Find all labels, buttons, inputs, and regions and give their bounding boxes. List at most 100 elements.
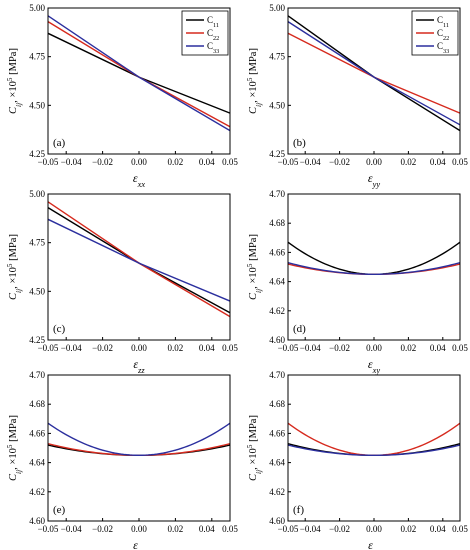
x-tick-label: −0.05 [38,157,59,167]
y-tick-label: 5.00 [29,3,45,13]
y-tick-label: 4.66 [269,247,285,257]
x-tick-label: 0.02 [401,524,417,534]
panel-f: 4.60 4.62 4.64 4.66 4.68 4.70 −0.05 −0.04 −0.02 0… [245,370,469,550]
y-tick-label: 4.70 [269,370,285,380]
x-tick-label: −0.02 [92,343,113,353]
panel-label: (b) [293,137,306,149]
y-tick-label: 4.50 [29,100,45,110]
y-tick-label: 4.62 [29,487,45,497]
y-tick-label: 4.66 [269,428,285,438]
y-tick-label: 4.68 [269,218,285,228]
series-line-c22 [47,442,231,457]
x-tick-label: −0.04 [61,524,82,534]
x-tick-label: −0.05 [278,157,299,167]
panel-label: (c) [53,323,66,335]
y-axis-label: Cij, ×105 [MPa] [245,415,263,481]
series-line-c33 [47,422,231,457]
x-tick-label: 0.05 [452,343,468,353]
x-tick-label: −0.04 [300,343,321,353]
x-axis-label: εyy [368,171,380,189]
legend-entry: C33 [437,41,449,55]
x-axis-label: εxx [133,171,145,189]
legend-entry: C11 [207,15,219,29]
y-tick-label: 4.60 [269,516,285,526]
y-tick-label: 4.50 [269,100,285,110]
y-tick-label: 4.64 [269,277,285,287]
y-tick-label: 4.75 [29,238,45,248]
x-tick-label: 0.02 [168,524,184,534]
x-tick-label: 0.04 [199,157,215,167]
x-tick-label: 0.05 [452,157,468,167]
panel-c: 4.25 4.50 4.75 5.00 −0.05 −0.04 −0.02 0.00 0.02 0… [5,189,239,375]
y-tick-label: 4.64 [269,458,285,468]
y-tick-label: 4.68 [269,399,285,409]
panel-e: 4.60 4.62 4.64 4.66 4.68 4.70 −0.05 −0.04 −0.02 0… [5,370,239,550]
y-axis-label: Cij, ×105 [MPa] [245,48,263,114]
series-line-c33 [287,261,461,276]
series-line-c33 [287,444,461,457]
x-tick-label: 0.02 [401,343,417,353]
x-tick-label: 0.02 [401,157,417,167]
x-tick-label: 0.00 [131,343,147,353]
y-tick-label: 4.62 [269,487,285,497]
y-tick-label: 4.70 [269,189,285,199]
x-tick-label: −0.02 [329,343,350,353]
y-tick-label: 5.00 [269,3,285,13]
y-tick-label: 4.50 [29,286,45,296]
y-axis-label: Cij, ×105 [MPa] [5,415,23,481]
plot-frame [287,193,461,341]
x-tick-label: −0.02 [92,524,113,534]
x-tick-label: −0.05 [278,343,299,353]
series-line-c33 [287,21,461,126]
x-tick-label: 0.02 [168,157,184,167]
x-tick-label: 0.05 [222,157,238,167]
y-tick-label: 4.64 [29,458,45,468]
x-tick-label: 0.04 [430,157,446,167]
series-line-c33 [47,218,231,302]
y-tick-label: 4.75 [29,52,45,62]
x-tick-label: 0.05 [222,524,238,534]
series-line-c22 [47,201,231,318]
x-tick-label: 0.04 [199,343,215,353]
legend-entry: C33 [207,41,219,55]
x-axis-label: εzz [133,357,145,375]
x-tick-label: 0.00 [366,157,382,167]
panel-d: 4.60 4.62 4.64 4.66 4.68 4.70 −0.05 −0.04 −0.02 0… [245,189,469,375]
x-tick-label: 0.00 [131,524,147,534]
x-tick-label: 0.05 [452,524,468,534]
plot-frame [287,374,461,522]
legend-entry: C22 [207,28,219,42]
panel-label: (e) [53,504,66,516]
x-tick-label: 0.00 [366,343,382,353]
plot-frame [47,374,231,522]
x-tick-label: 0.04 [199,524,215,534]
legend-entry: C22 [437,28,449,42]
x-axis-label: εxy [368,357,380,375]
legend-entry: C11 [437,15,449,29]
series-line-c33 [47,15,231,132]
x-tick-label: −0.04 [300,157,321,167]
x-tick-label: −0.04 [61,157,82,167]
x-tick-label: 0.00 [131,157,147,167]
x-tick-label: −0.02 [329,157,350,167]
y-tick-label: 4.25 [269,149,285,159]
y-tick-label: 4.62 [269,306,285,316]
x-tick-label: −0.02 [92,157,113,167]
y-tick-label: 4.25 [29,335,45,345]
x-tick-label: 0.00 [366,524,382,534]
x-tick-label: 0.04 [430,524,446,534]
x-tick-label: −0.04 [61,343,82,353]
plot-frame [47,193,231,341]
x-tick-label: 0.04 [430,343,446,353]
y-tick-label: 5.00 [29,189,45,199]
series-line-c11 [47,207,231,314]
panel-b: 4.25 4.50 4.75 5.00 −0.05 −0.04 −0.02 0.00 0.02 0… [245,3,469,189]
y-axis-label: Cij, ×105 [MPa] [245,234,263,300]
panel-label: (a) [53,137,66,149]
x-axis-label: εxz [133,538,145,550]
y-tick-label: 4.66 [29,428,45,438]
x-tick-label: −0.05 [278,524,299,534]
x-tick-label: 0.05 [222,343,238,353]
